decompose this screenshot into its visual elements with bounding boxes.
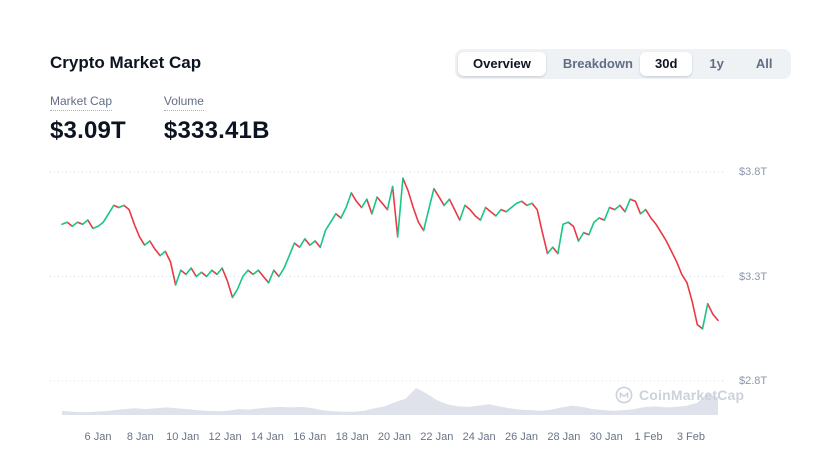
- volume-area: [62, 388, 718, 415]
- volume-value: $333.41B: [163, 117, 270, 144]
- x-axis-label: 22 Jan: [420, 431, 454, 443]
- page-title: Crypto Market Cap: [50, 53, 202, 72]
- view-toggle-group: Overview Breakdown: [455, 49, 651, 79]
- price-line-down: [66, 177, 719, 330]
- tab-overview[interactable]: Overview: [458, 52, 546, 76]
- volume-stat: Volume $333.41B: [163, 94, 270, 145]
- volume-label: Volume: [163, 94, 204, 111]
- coinmarketcap-logo-icon: [615, 386, 633, 404]
- x-axis-label: 10 Jan: [166, 431, 200, 443]
- market-cap-value: $3.09T: [50, 117, 126, 144]
- range-1y-button[interactable]: 1y: [694, 52, 738, 76]
- market-cap-label: Market Cap: [50, 94, 113, 111]
- x-axis-label: 3 Feb: [676, 431, 705, 443]
- tab-breakdown[interactable]: Breakdown: [548, 52, 648, 76]
- range-toggle-group: 30d 1y All: [637, 49, 791, 79]
- x-axis-label: 14 Jan: [250, 431, 284, 443]
- x-axis-label: 8 Jan: [126, 431, 154, 443]
- stats-row: Market Cap $3.09T Volume $333.41B: [50, 94, 270, 145]
- range-30d-button[interactable]: 30d: [640, 52, 693, 76]
- x-axis-label: 6 Jan: [84, 431, 112, 443]
- x-axis-label: 20 Jan: [377, 431, 411, 443]
- x-axis-label: 30 Jan: [589, 431, 623, 443]
- y-axis-label: $3.8T: [739, 166, 768, 178]
- market-cap-stat: Market Cap $3.09T: [50, 94, 126, 145]
- x-axis-label: 24 Jan: [462, 431, 496, 443]
- range-all-button[interactable]: All: [741, 52, 788, 76]
- x-axis-label: 26 Jan: [504, 431, 539, 443]
- x-axis-label: 18 Jan: [335, 431, 369, 443]
- x-axis-label: 1 Feb: [634, 431, 663, 443]
- y-axis-label: $2.8T: [739, 375, 768, 387]
- watermark: CoinMarketCap: [615, 386, 744, 404]
- price-line-up: [61, 177, 709, 330]
- y-axis-label: $3.3T: [739, 270, 768, 283]
- x-axis-label: 12 Jan: [208, 431, 242, 443]
- x-axis-label: 16 Jan: [293, 431, 327, 443]
- watermark-text: CoinMarketCap: [639, 387, 745, 403]
- x-axis-label: 28 Jan: [547, 431, 581, 443]
